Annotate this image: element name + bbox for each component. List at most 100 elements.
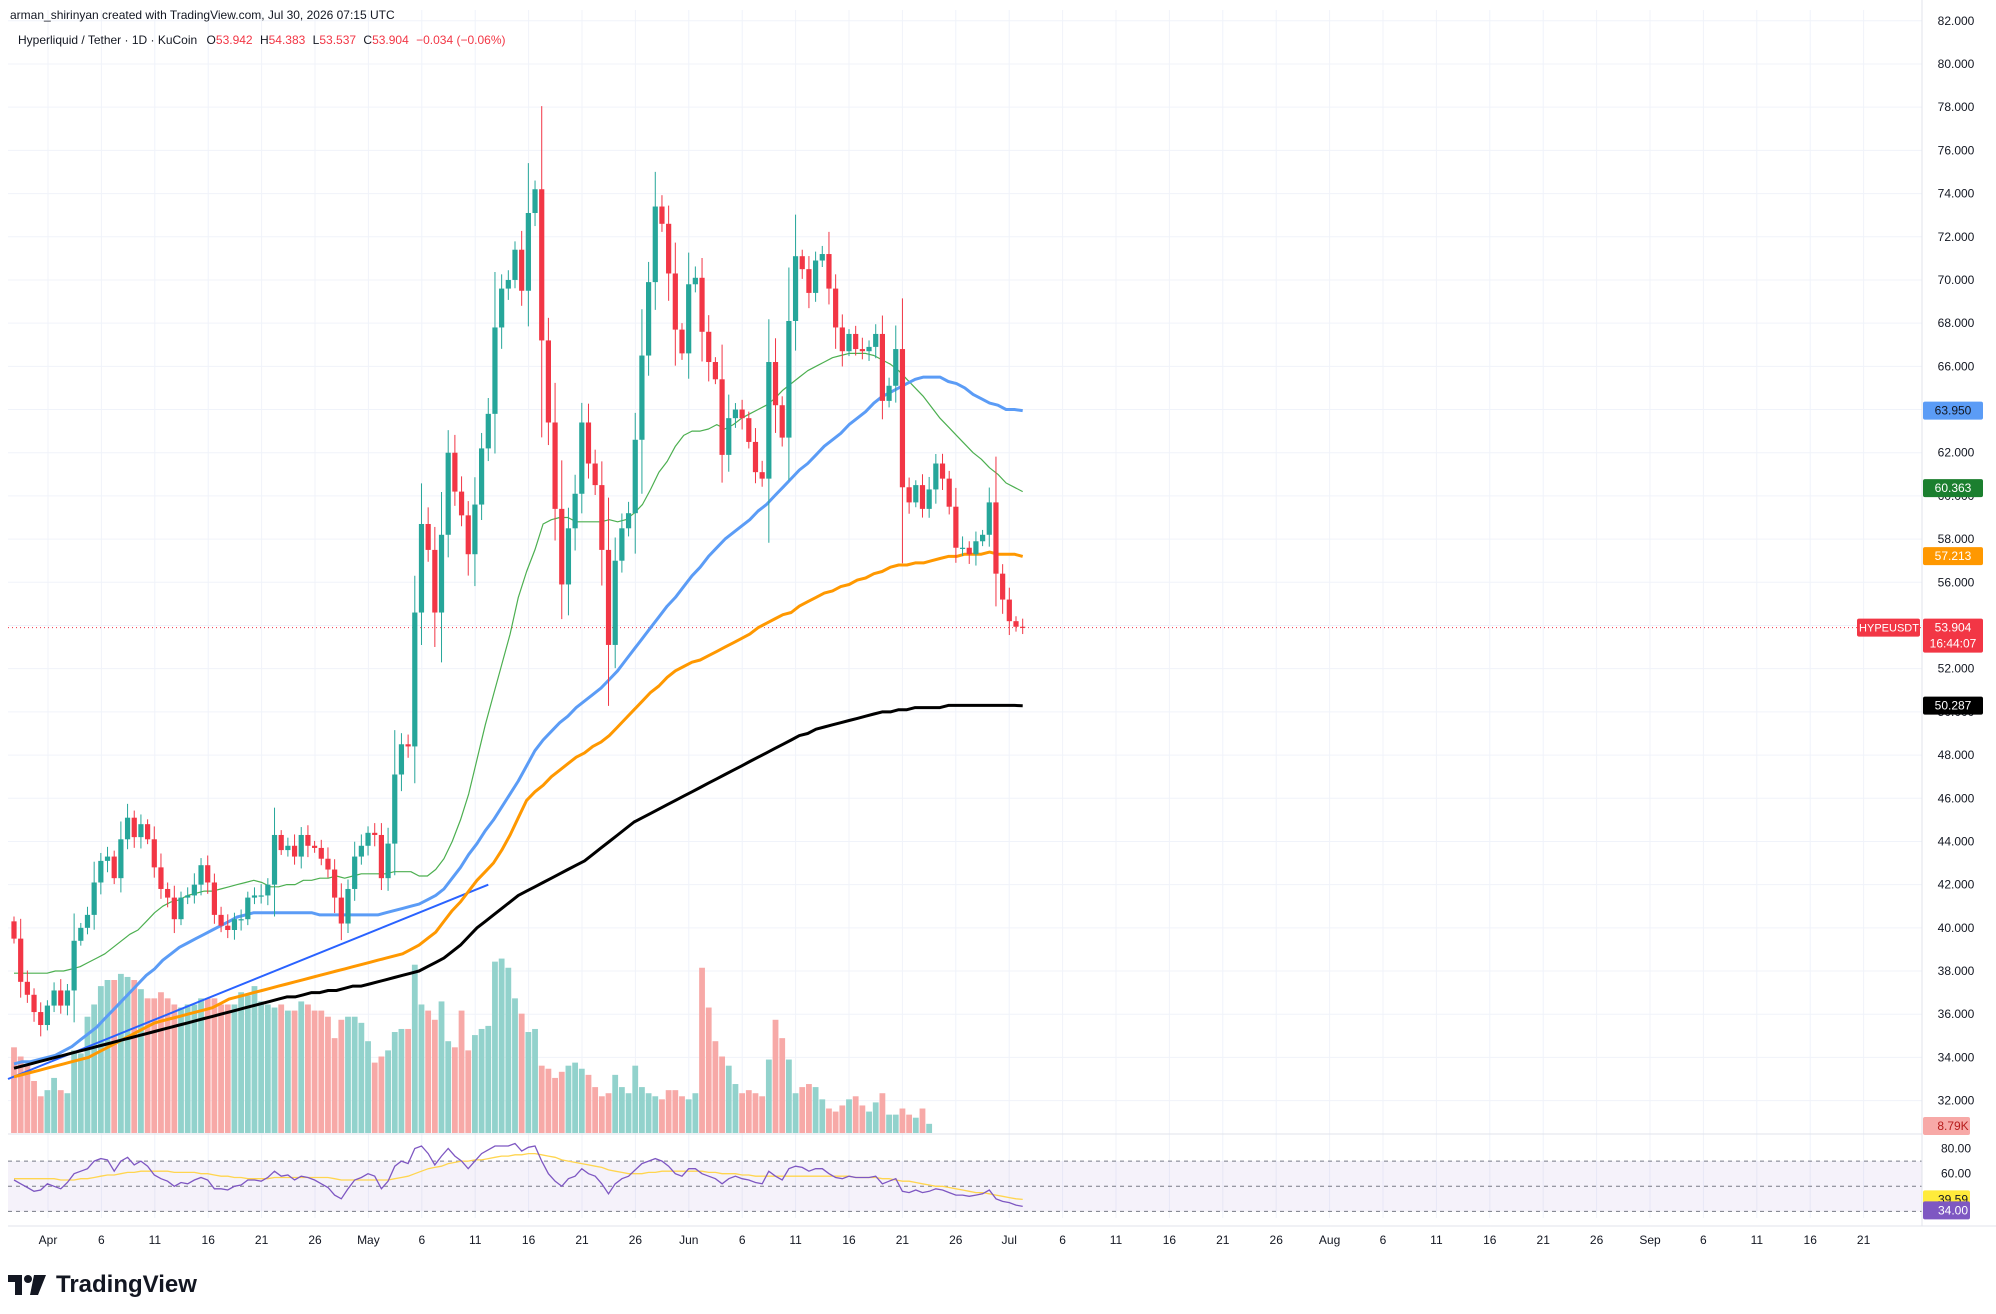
volume-bar [625,1093,632,1133]
volume-bar [552,1077,558,1133]
ma100-value-tag-bg [1923,547,1983,566]
volume-bar [525,1032,532,1133]
symbol-line[interactable]: Hyperliquid / Tether · 1D · KuCoin [18,33,198,47]
volume-bar [97,986,104,1133]
volume-bar [278,1004,285,1133]
rsi-pane[interactable] [8,1142,1922,1212]
volume-bar [57,1090,64,1133]
volume-bars [11,958,933,1133]
candle-body [24,981,30,995]
candle-body [479,448,485,505]
candle-body [485,413,491,449]
high-label: H [259,33,269,47]
volume-bar [91,1004,98,1133]
candle-body [786,320,792,438]
candle-body [465,515,471,555]
candle-body [38,1012,44,1026]
volume-bar [11,1047,17,1133]
volume-bar [685,1099,692,1133]
volume-bar [505,967,512,1133]
candle-body [205,865,211,883]
volume-bar [398,1028,405,1133]
volume-bar [144,998,151,1133]
candle-body [779,405,785,438]
volume-bar [124,976,131,1133]
volume-bar [532,1028,538,1133]
candle-body [585,422,592,464]
volume-bar [598,1096,605,1133]
tradingview-logo-icon [8,1275,46,1295]
tradingview-logo[interactable]: TradingView [8,1271,197,1299]
volume-bar [618,1087,625,1133]
candle-body [231,919,238,930]
volume-bar [191,1004,198,1133]
time-tick-label: 11 [149,1233,162,1247]
candle-body [679,329,685,354]
high-value: 54.383 [268,33,306,47]
candle-body [519,249,525,291]
candle-body [672,273,678,330]
low-label: L [312,33,320,47]
volume-bar [779,1038,786,1133]
symbol-tag-bg [1857,618,1920,637]
candle-body [305,834,311,846]
candle-body [298,834,304,857]
time-tick-label: 16 [1804,1233,1818,1247]
candle-body [692,277,698,285]
time-tick-label: 6 [1059,1233,1066,1247]
volume-bar [425,1010,432,1133]
time-tick-label: 21 [896,1233,910,1247]
volume-bar [371,1062,378,1133]
price-tick-label: 48.000 [1938,748,1975,762]
volume-bar [732,1084,739,1133]
volume-bar [612,1074,619,1133]
volume-bar [244,995,251,1133]
volume-bar [719,1056,725,1133]
candle-body [44,1005,50,1026]
candle-body [265,884,271,896]
volume-bar [198,998,204,1133]
candle-body [612,560,618,645]
time-tick-label: Aug [1319,1233,1340,1247]
volume-bar [792,1093,799,1133]
volume-bar [899,1108,906,1133]
candle-body [525,213,531,291]
countdown-value: 16:44:07 [1930,637,1977,651]
price-tick-label: 66.000 [1938,359,1975,373]
candlestick-series[interactable] [11,106,1026,1037]
candle-body [385,843,391,879]
candle-body [772,362,779,406]
candle-body [458,491,465,516]
volume-bar [518,1013,525,1133]
volume-bar [24,1065,31,1133]
volume-bar [645,1093,652,1133]
time-tick-label: 6 [1380,1233,1387,1247]
candle-body [732,409,739,419]
volume-bar [705,1007,712,1133]
trend-line[interactable] [7,883,489,1080]
candle-body [565,528,572,585]
volume-bar [458,1010,465,1133]
candle-body [879,333,885,401]
candle-body [131,817,137,838]
time-tick-label: 11 [1110,1233,1123,1247]
candle-body [699,277,705,332]
candle-body [706,331,712,363]
price-tick-label: 78.000 [1938,100,1975,114]
volume-bar [238,992,245,1133]
candle-body [111,856,117,879]
candle-body [358,845,364,857]
candle-body [1020,626,1026,628]
volume-bar [138,989,144,1133]
volume-bar [44,1090,51,1133]
candle-body [652,206,658,283]
time-tick-label: 6 [1700,1233,1707,1247]
candle-body [398,744,405,775]
volume-bar [639,1087,645,1133]
ma50-value-tag-bg [1923,401,1983,420]
time-tick-label: 21 [255,1233,269,1247]
volume-bar [331,1038,338,1133]
candle-body [425,523,431,550]
candle-body [739,409,745,419]
